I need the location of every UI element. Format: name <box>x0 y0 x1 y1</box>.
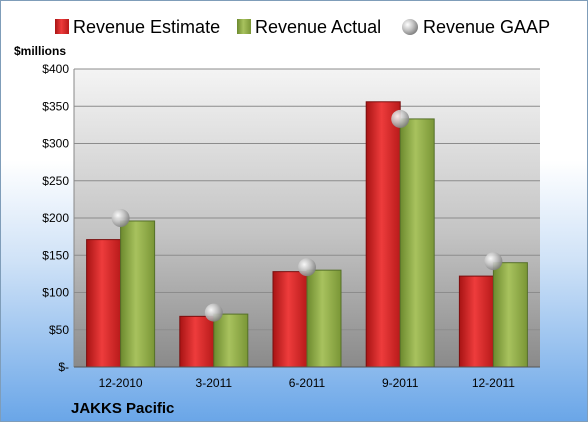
x-tick-label: 9-2011 <box>382 376 419 390</box>
y-tick-label: $100 <box>42 286 69 300</box>
bar-revenue-estimate <box>272 271 308 368</box>
gaap-markers <box>111 109 503 322</box>
y-tick-label: $- <box>58 360 69 374</box>
bar-revenue-estimate <box>86 239 122 368</box>
marker-revenue-gaap <box>484 252 503 271</box>
x-tick-label: 6-2011 <box>289 376 326 390</box>
y-tick-label: $300 <box>42 137 69 151</box>
y-tick-label: $200 <box>42 211 69 225</box>
y-tick-label: $400 <box>42 62 69 76</box>
bar-revenue-estimate <box>179 315 215 368</box>
marker-revenue-gaap <box>204 303 223 322</box>
marker-revenue-gaap <box>298 258 316 277</box>
x-tick-label: 3-2011 <box>196 376 233 390</box>
legend-swatch-revenue-estimate <box>55 19 69 34</box>
legend-swatch-revenue-actual <box>237 19 251 34</box>
bar-revenue-estimate <box>365 101 401 368</box>
marker-revenue-gaap <box>111 209 130 227</box>
y-tick-label: $50 <box>49 323 69 337</box>
legend-marker-revenue-gaap <box>402 19 418 35</box>
y-tick-label: $250 <box>42 174 69 188</box>
y-tick-label: $150 <box>42 248 69 262</box>
bar-revenue-actual <box>399 118 435 368</box>
bar-revenue-actual <box>492 262 528 368</box>
bar-revenue-estimate <box>458 275 494 368</box>
y-axis-ticks: $- $50 $100 $150 $200 $250 $300 $350 $400 <box>42 62 69 374</box>
bar-revenue-actual <box>120 220 156 368</box>
legend-label-revenue-actual: Revenue Actual <box>255 17 381 37</box>
legend: Revenue Estimate Revenue Actual Revenue … <box>55 17 550 37</box>
bar-revenue-actual <box>213 313 249 368</box>
marker-revenue-gaap <box>391 109 410 128</box>
y-tick-label: $350 <box>42 99 69 113</box>
legend-label-revenue-gaap: Revenue GAAP <box>423 17 550 37</box>
legend-label-revenue-estimate: Revenue Estimate <box>73 17 220 37</box>
x-tick-label: 12-2010 <box>99 376 143 390</box>
company-name: JAKKS Pacific <box>71 400 174 417</box>
x-axis-ticks: 12-2010 3-2011 6-2011 9-2011 12-2011 <box>99 376 516 390</box>
y-axis-unit-label: $millions <box>14 44 66 58</box>
bars <box>86 101 528 368</box>
x-tick-label: 12-2011 <box>472 376 515 390</box>
bar-revenue-actual <box>306 269 342 368</box>
